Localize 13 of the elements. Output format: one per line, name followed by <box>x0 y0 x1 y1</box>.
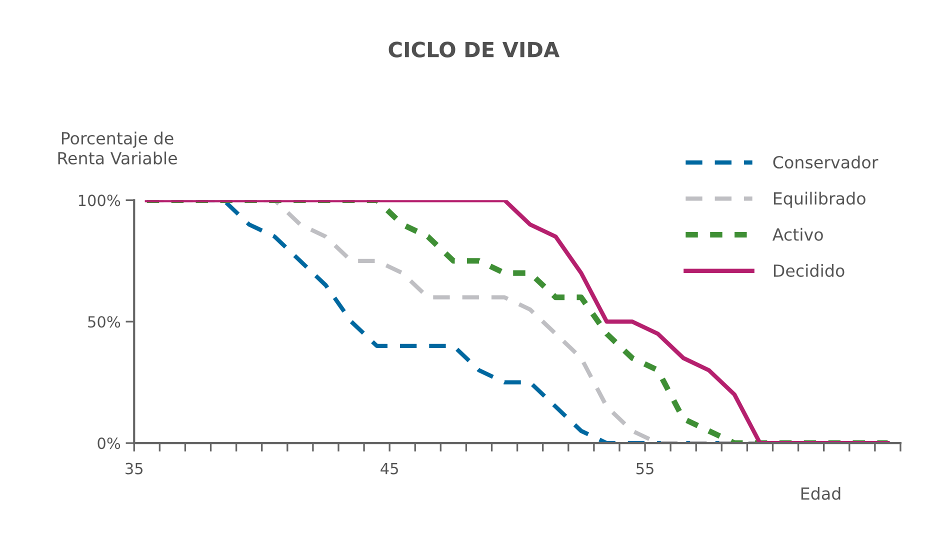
x-tick-label: 35 <box>126 462 143 474</box>
x-tick-label: 45 <box>380 462 398 474</box>
y-tick-label: 0% <box>98 438 120 450</box>
legend-label: Equilibrado <box>774 192 866 208</box>
y-tick-label: 50% <box>88 316 120 328</box>
x-tick-label: 55 <box>636 462 654 474</box>
x-axis-title: Edad <box>801 486 840 500</box>
y-tick-label: 100% <box>78 194 120 206</box>
legend-label: Activo <box>772 228 823 241</box>
legend-label: Conservador <box>773 156 878 169</box>
chart-title: CICLO DE VIDA <box>388 42 560 58</box>
legend-label: Decidido <box>774 264 844 277</box>
y-axis-title: Porcentaje de Renta Variable <box>58 132 177 164</box>
